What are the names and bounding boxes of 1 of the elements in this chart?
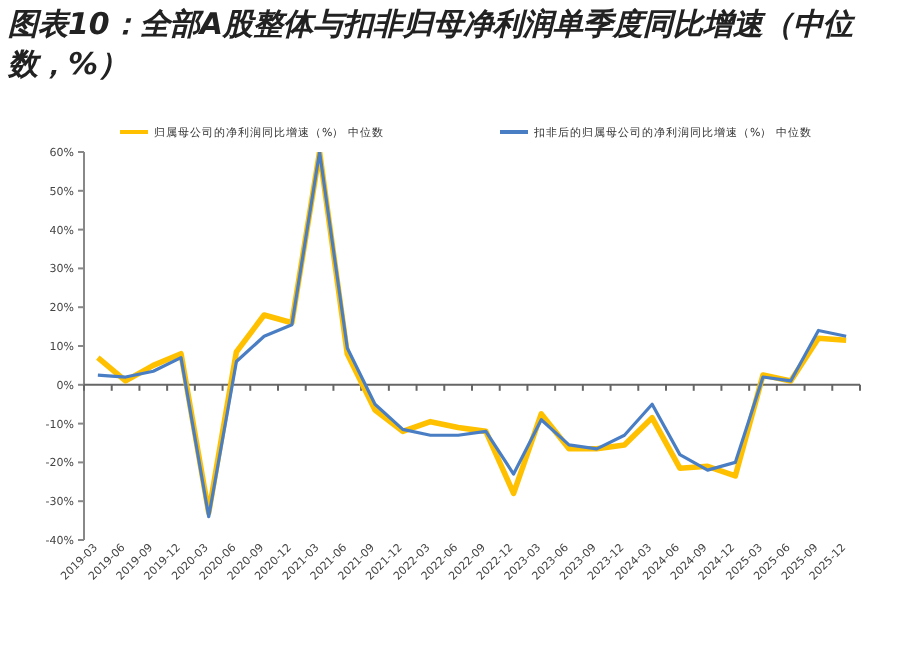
chart-title: 图表10：全部A股整体与扣非归母净利润单季度同比增速（中位数，%） [8, 4, 857, 84]
